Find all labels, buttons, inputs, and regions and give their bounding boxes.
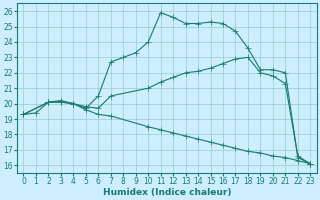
X-axis label: Humidex (Indice chaleur): Humidex (Indice chaleur)	[103, 188, 231, 197]
